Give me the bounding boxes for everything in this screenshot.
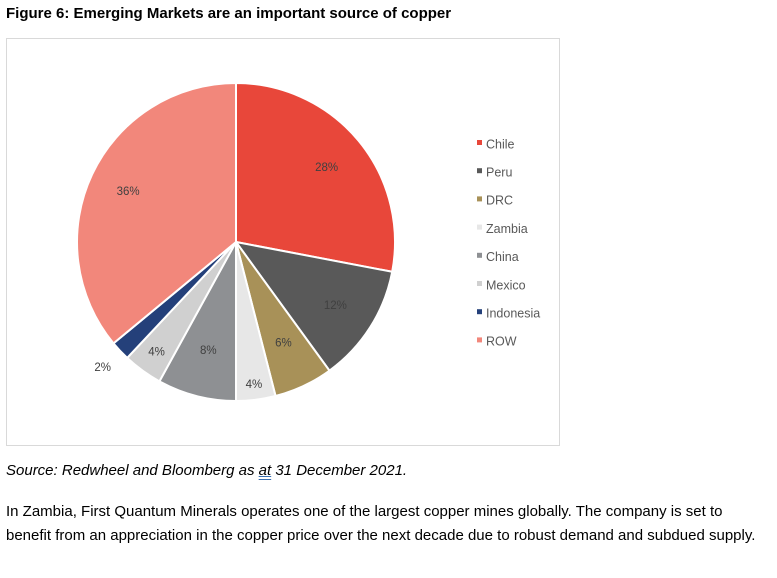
legend-label-peru: Peru [486,165,512,179]
data-label-chile: 28% [315,162,338,174]
legend-swatch-chile [477,140,482,145]
figure-title: Figure 6: Emerging Markets are an import… [6,5,452,22]
legend-swatch-drc [477,196,482,202]
data-label-row: 36% [117,186,140,198]
pie-slice-chile [235,81,396,273]
legend-swatch-row [477,337,482,343]
data-label-drc: 6% [275,338,292,350]
data-label-zambia: 4% [246,379,263,391]
pie-chart: 28%12%6%4%8%4%2%36% ChilePeruDRCZambiaCh… [76,81,540,403]
pie-slice-row [76,81,237,345]
legend-label-zambia: Zambia [486,222,528,236]
legend-label-china: China [486,250,519,264]
data-label-indonesia: 2% [94,362,111,374]
source-note: Source: Redwheel and Bloomberg as at 31 … [6,462,407,479]
legend-label-chile: Chile [486,137,515,151]
pie-data-labels: 28% 12% 6% 4% 8% 4% 2% 36% [94,162,346,391]
legend-swatch-peru [477,168,482,174]
source-prefix: Source: Redwheel and Bloomberg as [6,462,259,479]
pie-slice-peru [233,240,394,373]
pie-chart-area: 28% 12% 6% 4% 8% 4% 2% 36% Chile Peru DRC Zambia Ch… [6,38,560,446]
legend-swatch-mexico [477,281,482,286]
body-paragraph: In Zambia, First Quantum Minerals operat… [6,503,756,544]
legend-swatch-zambia [477,224,482,230]
legend-label-drc: DRC [486,194,513,208]
data-label-peru: 12% [324,300,347,312]
source-suffix: 31 December 2021. [271,462,408,479]
legend-label-row: ROW [486,335,517,349]
legend-swatch-indonesia [477,309,482,315]
data-label-china: 8% [200,345,217,357]
source-underlined-word: at [258,462,272,479]
chart-legend: Chile Peru DRC Zambia China Mexico Indonesia RO… [477,137,540,349]
legend-swatch-china [477,252,482,258]
data-label-mexico: 4% [148,346,165,358]
legend-label-indonesia: Indonesia [486,306,540,320]
pie-slices [76,81,396,403]
legend-label-mexico: Mexico [486,278,526,292]
